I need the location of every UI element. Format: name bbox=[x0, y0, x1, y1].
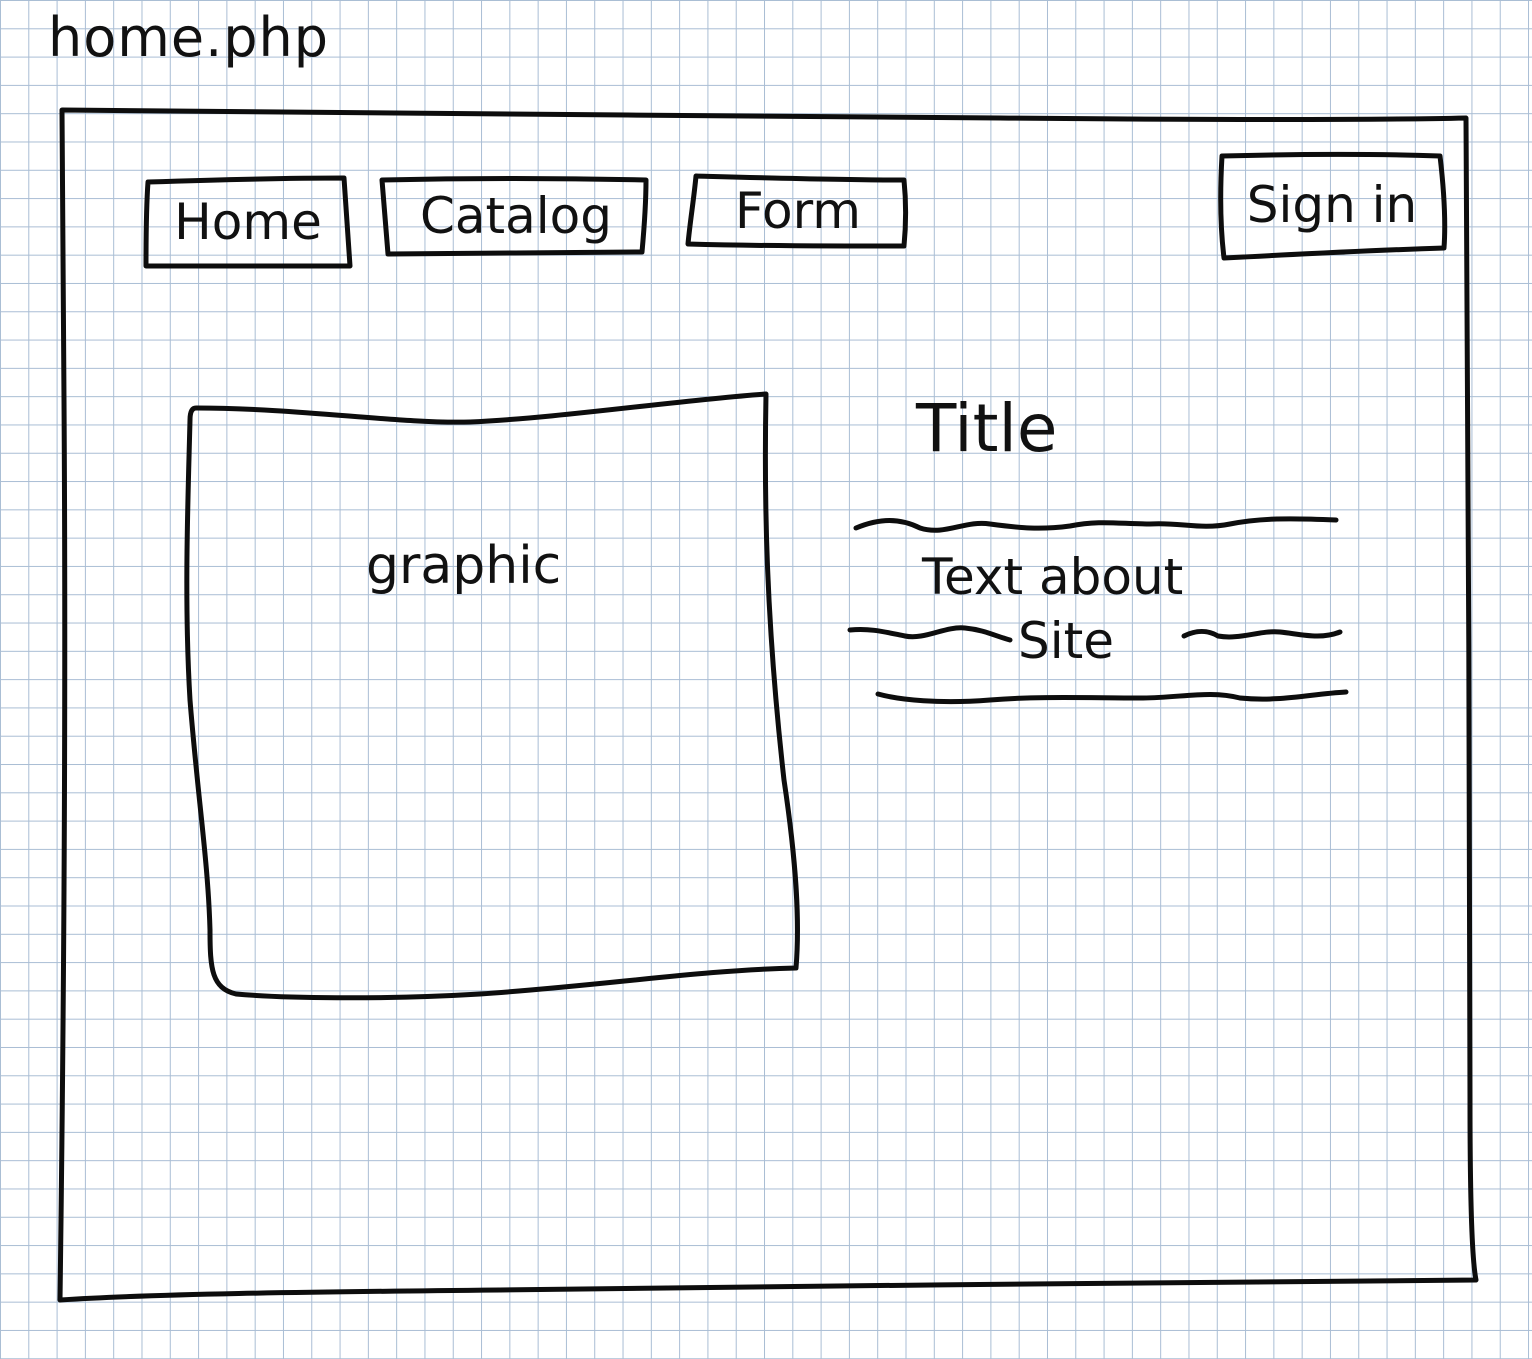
nav-home-button[interactable]: Home bbox=[174, 193, 322, 251]
graphic-placeholder bbox=[186, 392, 800, 1000]
hero-text-line-1: Text about bbox=[922, 548, 1184, 606]
page-frame bbox=[57, 107, 1479, 1303]
text-line-mid-right bbox=[1181, 629, 1343, 640]
nav-home-box bbox=[143, 175, 353, 269]
nav-form-button[interactable]: Form bbox=[735, 182, 861, 240]
text-line-top bbox=[853, 516, 1339, 533]
signin-button[interactable]: Sign in bbox=[1246, 176, 1418, 234]
nav-form-box bbox=[685, 173, 908, 249]
signin-box bbox=[1218, 152, 1448, 261]
text-line-mid-left bbox=[847, 625, 1013, 643]
page-filename: home.php bbox=[48, 6, 330, 69]
nav-catalog-box bbox=[379, 176, 649, 257]
text-line-bottom bbox=[875, 689, 1349, 705]
graphic-box bbox=[184, 391, 800, 1001]
hero-title: Title bbox=[916, 390, 1058, 467]
hero-text-line-2: Site bbox=[1018, 612, 1114, 670]
nav-catalog-button[interactable]: Catalog bbox=[419, 187, 613, 245]
graphic-label: graphic bbox=[366, 536, 562, 596]
